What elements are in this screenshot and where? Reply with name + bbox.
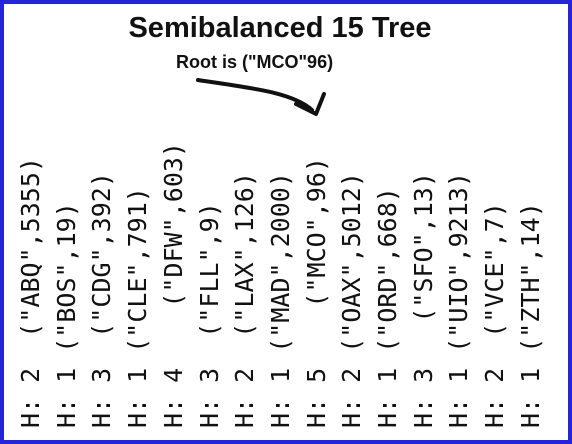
tree-node-label: H: 1 ("CLE",791) xyxy=(123,187,153,428)
tree-node: H: 3 ("CDG",392) xyxy=(87,98,119,428)
tree-node-label: H: 1 ("ZTH",14) xyxy=(515,202,545,428)
tree-node: H: 1 ("BOS",19) xyxy=(52,98,84,428)
tree-node-label: H: 1 ("BOS",19) xyxy=(51,202,81,428)
tree-node: H: 2 ("ABQ",5355) xyxy=(16,98,48,428)
tree-node-label: H: 3 ("CDG",392) xyxy=(87,172,117,428)
tree-node: H: 1 ("CLE",791) xyxy=(123,98,155,428)
tree-node: H: 4 ("DFW",603) xyxy=(159,98,191,428)
tree-node-label: H: 2 ("VCE",7) xyxy=(480,202,510,428)
tree-node-label: H: 5 ("MCO",96) xyxy=(301,157,331,428)
tree-node-label: H: 1 ("ORD",668) xyxy=(373,187,402,428)
tree-node: H: 1 ("MAD",2000) xyxy=(266,98,298,428)
tree-node: H: 5 ("MCO",96) xyxy=(302,98,334,428)
tree-node-label: H: 2 ("OAX",5012) xyxy=(337,172,367,428)
tree-node: H: 3 ("SFO",13) xyxy=(409,98,441,428)
tree-node-label: H: 3 ("FLL",9) xyxy=(194,202,224,428)
tree-node-label: H: 1 ("MAD",2000) xyxy=(265,172,295,428)
tree-node: H: 2 ("OAX",5012) xyxy=(337,98,369,428)
diagram-title: Semibalanced 15 Tree xyxy=(128,12,432,44)
tree-node-label: H: 1 ("UIO",9213) xyxy=(444,172,474,428)
tree-node-label: H: 4 ("DFW",603) xyxy=(158,142,188,428)
tree-node: H: 3 ("FLL",9) xyxy=(195,98,227,428)
tree-node: H: 1 ("ORD",668) xyxy=(373,98,405,428)
tree-node: H: 1 ("UIO",9213) xyxy=(444,98,476,428)
tree-node: H: 1 ("ZTH",14) xyxy=(516,98,548,428)
tree-node-label: H: 2 ("ABQ",5355) xyxy=(16,157,45,428)
tree-node: H: 2 ("LAX",126) xyxy=(230,98,262,428)
tree-node: H: 2 ("VCE",7) xyxy=(480,98,512,428)
tree-node-label: H: 3 ("SFO",13) xyxy=(408,172,438,428)
root-annotation: Root is ("MCO"96) xyxy=(176,52,334,72)
tree-node-label: H: 2 ("LAX",126) xyxy=(230,172,260,428)
